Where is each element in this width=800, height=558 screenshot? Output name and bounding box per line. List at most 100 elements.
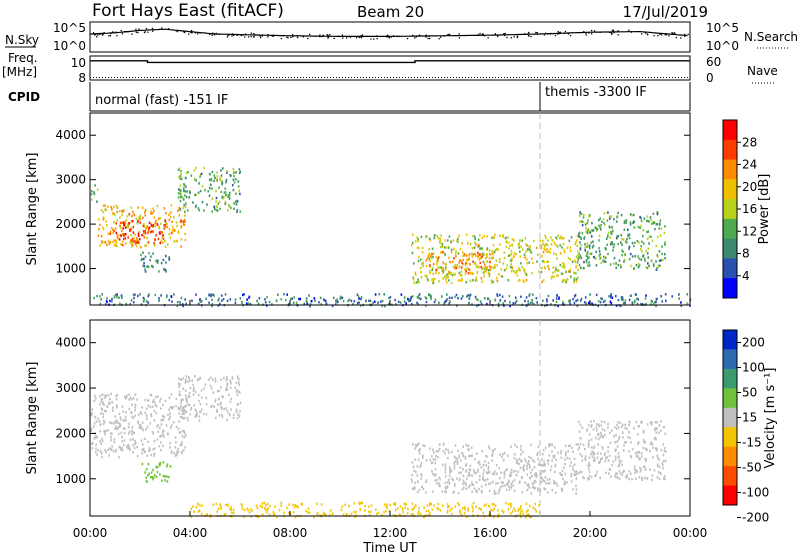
x-tick-label: 00:00 [673, 526, 708, 540]
range-time-cell [102, 415, 104, 419]
range-time-cell [491, 449, 494, 452]
range-time-cell [192, 505, 194, 508]
range-time-cell [239, 192, 241, 196]
range-time-cell [454, 484, 456, 487]
range-time-cell [112, 205, 115, 208]
range-time-cell [631, 448, 634, 451]
noise-search-point [477, 33, 480, 36]
range-time-cell [163, 227, 166, 230]
range-time-cell [518, 243, 520, 246]
range-time-cell [572, 298, 574, 301]
range-time-cell [607, 450, 609, 453]
range-time-cell [216, 510, 219, 513]
range-time-cell [637, 298, 640, 301]
range-time-cell [164, 479, 166, 482]
range-time-cell [141, 421, 144, 424]
range-time-cell [226, 299, 229, 303]
range-time-cell [567, 257, 570, 260]
range-time-cell [510, 512, 512, 515]
range-time-cell [173, 228, 176, 232]
range-time-cell [631, 255, 634, 258]
range-time-cell [292, 503, 294, 507]
range-time-cell [108, 454, 110, 457]
range-time-cell [584, 249, 586, 252]
colorbar-swatch [723, 120, 737, 141]
range-time-cell [411, 295, 414, 298]
range-time-cell [500, 268, 502, 271]
range-time-cell [443, 246, 446, 249]
range-time-cell [156, 204, 159, 208]
range-time-cell [549, 482, 551, 485]
range-time-cell [659, 219, 662, 222]
range-time-cell [454, 264, 456, 267]
range-time-cell [616, 423, 618, 427]
range-time-cell [145, 244, 147, 247]
range-time-cell [533, 466, 536, 469]
range-time-cell [658, 250, 661, 253]
range-time-cell [418, 510, 420, 513]
range-time-cell [431, 247, 434, 250]
noise-search-point [283, 34, 285, 37]
range-time-cell [421, 246, 424, 250]
range-time-cell [476, 265, 479, 268]
range-time-cell [429, 502, 431, 505]
range-time-cell [292, 301, 295, 304]
range-time-cell [587, 445, 590, 448]
range-time-cell [442, 449, 445, 453]
range-time-cell [601, 428, 604, 431]
range-time-cell [592, 447, 595, 450]
range-time-cell [638, 476, 641, 479]
range-time-cell [609, 217, 611, 220]
range-time-cell [618, 459, 621, 463]
range-time-cell [183, 187, 185, 190]
range-time-cell [212, 503, 215, 506]
range-time-cell [337, 300, 339, 304]
range-time-cell [464, 464, 467, 467]
range-time-cell [144, 230, 146, 233]
range-time-cell [460, 273, 463, 277]
range-time-cell [141, 427, 144, 430]
range-time-cell [217, 202, 220, 205]
range-time-cell [505, 240, 507, 244]
range-time-cell [235, 410, 238, 414]
range-time-cell [168, 218, 171, 222]
range-time-cell [585, 302, 587, 305]
range-time-cell [437, 456, 439, 459]
range-time-cell [576, 234, 579, 238]
noise-search-point [124, 31, 126, 33]
range-time-cell [198, 509, 201, 512]
noise-search-point [327, 34, 329, 36]
range-time-cell [185, 404, 187, 408]
range-time-cell [438, 280, 440, 283]
range-time-cell [123, 427, 126, 431]
range-time-cell [91, 190, 93, 193]
range-time-cell [123, 419, 126, 422]
noise-search-point [438, 38, 440, 40]
range-time-cell [152, 432, 155, 435]
range-time-cell [584, 458, 587, 461]
range-time-cell [433, 252, 435, 256]
noise-search-point [665, 34, 668, 36]
range-time-cell [629, 436, 631, 440]
range-time-cell [107, 448, 109, 452]
noise-search-point [506, 36, 508, 39]
range-time-cell [111, 208, 113, 211]
noise-search-point [588, 32, 590, 34]
noise-search-point [376, 35, 378, 37]
range-time-cell [508, 485, 510, 489]
range-time-cell [482, 511, 484, 515]
range-time-cell [278, 508, 281, 512]
range-time-cell [193, 387, 195, 390]
range-time-cell [514, 296, 517, 299]
range-time-cell [153, 476, 155, 479]
range-time-cell [462, 507, 464, 510]
range-time-cell [211, 304, 213, 308]
range-time-cell [151, 405, 154, 408]
range-time-cell [401, 507, 404, 510]
range-time-cell [154, 403, 157, 407]
range-time-cell [595, 436, 597, 440]
range-time-cell [411, 461, 414, 464]
range-time-cell [339, 297, 342, 300]
range-time-cell [204, 188, 206, 192]
range-time-cell [247, 302, 250, 305]
